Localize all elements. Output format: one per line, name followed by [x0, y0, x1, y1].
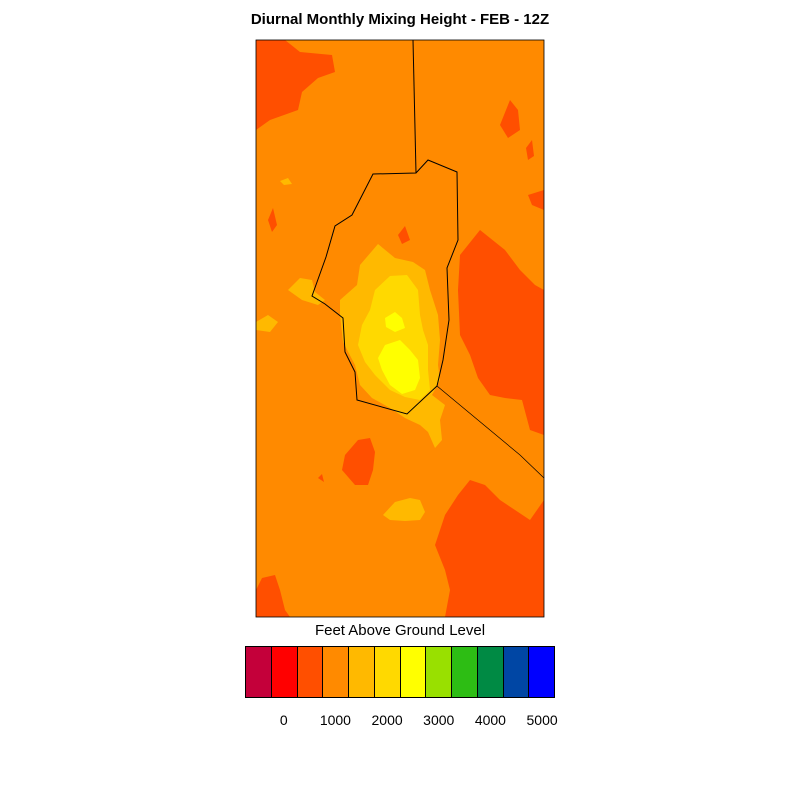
colorbar-tick-label: 2000 [371, 712, 403, 728]
colorbar-swatch-3 [323, 647, 349, 697]
contour-region-small-3 [526, 140, 534, 160]
contour-region-west-small [256, 315, 278, 332]
contour-region-northeast-spot [500, 100, 520, 138]
colorbar-swatch-2 [297, 647, 324, 697]
map-title: Diurnal Monthly Mixing Height - FEB - 12… [250, 11, 550, 28]
contour-region-south-mid [383, 498, 425, 521]
colorbar-tick-label: 4000 [474, 712, 506, 728]
contour-region-southeast [435, 480, 544, 617]
colorbar-tick-label: 5000 [526, 712, 558, 728]
boundary-line-north [412, 39, 417, 174]
colorbar-swatch-1 [271, 647, 298, 697]
contour-region-east [458, 230, 544, 435]
contour-region-north-small [280, 178, 292, 185]
contour-region-peak-upper [385, 312, 405, 332]
colorbar-swatch-9 [477, 647, 504, 697]
contour-region-small-4 [318, 474, 324, 482]
colorbar-swatch-10 [503, 647, 530, 697]
colorbar-tick-label: 1000 [319, 712, 351, 728]
colorbar-swatch-5 [374, 647, 401, 697]
contour-region-northwest [256, 40, 335, 130]
contour-region-small-1 [268, 208, 277, 232]
contour-region-peak-lower [378, 340, 420, 394]
contour-region-east-spot [528, 190, 544, 210]
colorbar-swatch-0 [246, 647, 272, 697]
boundary-line-southeast [436, 385, 545, 479]
colorbar-tick-label: 3000 [423, 712, 455, 728]
colorbar-swatch-4 [349, 647, 375, 697]
contour-region-small-2 [398, 226, 410, 244]
legend-title: Feet Above Ground Level [314, 622, 486, 639]
contour-region-central-south [342, 438, 375, 485]
colorbar-swatch-11 [529, 647, 554, 697]
colorbar-swatch-7 [426, 647, 452, 697]
contour-region-southwest [256, 575, 290, 617]
boundary-outline-region [311, 159, 459, 415]
colorbar-tick-label: 0 [279, 712, 288, 728]
colorbar [245, 646, 555, 698]
map-frame [255, 39, 545, 618]
colorbar-swatch-8 [452, 647, 478, 697]
colorbar-swatch-6 [400, 647, 427, 697]
